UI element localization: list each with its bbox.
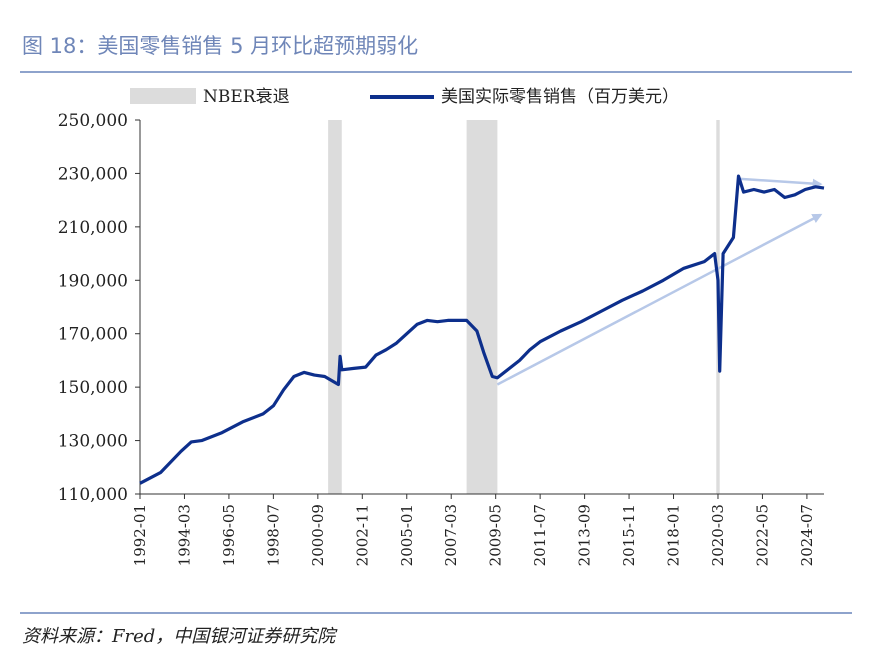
x-tick-label: 2007-03: [442, 504, 460, 566]
x-tick-label: 1996-05: [220, 504, 238, 566]
y-tick-label: 210,000: [58, 218, 128, 238]
y-tick-label: 150,000: [58, 378, 128, 398]
y-tick-label: 170,000: [58, 325, 128, 345]
x-tick-label: 2013-09: [576, 504, 594, 566]
x-tick-label: 1992-01: [131, 504, 149, 566]
x-tick-label: 2000-09: [309, 504, 327, 566]
y-tick-label: 230,000: [58, 164, 128, 184]
trend-arrow-2: [738, 177, 823, 189]
x-tick-label: 2024-07: [798, 504, 816, 566]
figure-title: 图 18：美国零售销售 5 月环比超预期弱化: [22, 34, 419, 58]
x-tick-label: 2005-01: [398, 504, 416, 566]
x-tick-label: 1994-03: [175, 504, 193, 566]
legend-swatch-recession: [130, 88, 196, 104]
x-tick-label: 1998-07: [264, 504, 282, 566]
legend-label-recession: NBER衰退: [203, 87, 290, 107]
x-tick-label: 2022-05: [753, 504, 771, 566]
recession-band-1: [328, 120, 342, 494]
y-tick-label: 110,000: [58, 485, 128, 505]
x-tick-label: 2018-01: [665, 504, 683, 566]
recession-band-2: [466, 120, 498, 494]
y-tick-label: 190,000: [58, 271, 128, 291]
x-tick-label: 2002-11: [353, 504, 371, 566]
y-tick-label: 250,000: [58, 111, 128, 131]
x-tick-label: 2009-05: [487, 504, 505, 566]
x-tick-label: 2015-11: [620, 504, 638, 566]
trend-arrow-1: [496, 213, 823, 386]
y-tick-label: 130,000: [58, 432, 128, 452]
top-divider: [20, 71, 852, 73]
bottom-divider: [20, 612, 852, 614]
x-tick-label: 2011-07: [531, 504, 549, 566]
x-tick-label: 2020-03: [709, 504, 727, 566]
legend-label-retail-sales: 美国实际零售销售（百万美元）: [441, 87, 679, 107]
series-line-retail-sales: [139, 174, 825, 485]
source-note: 资料来源：Fred，中国银河证券研究院: [22, 626, 336, 647]
